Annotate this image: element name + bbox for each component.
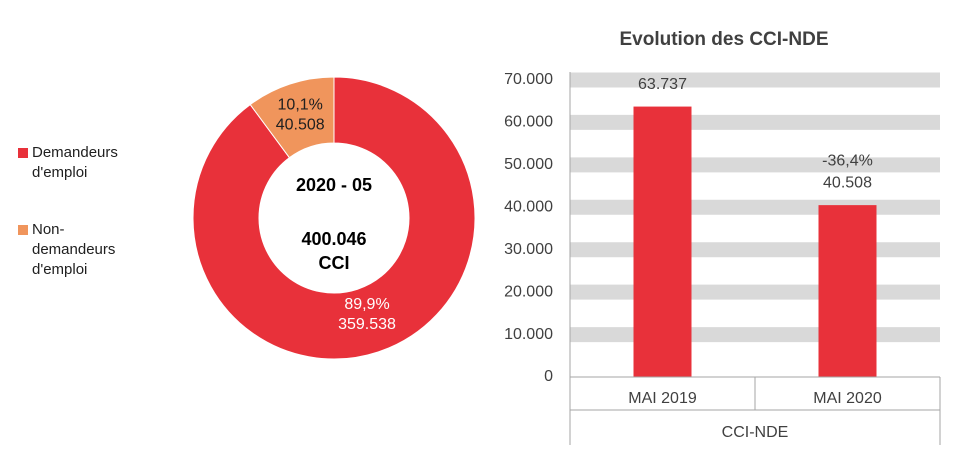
bar [818,205,877,377]
y-tick-label: 40.000 [504,199,553,216]
chart-title: Evolution des CCI-NDE [619,29,828,50]
legend-item: Non-demandeurs d'emploi [18,220,128,280]
y-tick-label: 0 [544,368,553,385]
percent-label: 89,9% [344,296,389,313]
legend-swatch [18,225,28,235]
y-tick-label: 50.000 [504,156,553,173]
x-tick-label: MAI 2020 [813,390,882,407]
center-unit: CCI [319,253,350,273]
value-label: 63.737 [638,76,687,93]
change-label: -36,4% [822,152,873,169]
bar [633,106,692,378]
donut-slice [249,76,335,159]
y-tick-label: 30.000 [504,241,553,258]
x-group-label: CCI-NDE [722,424,789,441]
value-label: 40.508 [276,117,325,134]
legend-label: Demandeurs d'emploi [32,144,118,181]
y-tick-label: 60.000 [504,114,553,131]
y-tick-label: 70.000 [504,71,553,88]
donut-slice [192,76,476,360]
value-label: 40.508 [823,174,872,191]
center-title: 2020 - 05 [296,175,372,195]
value-label: 359.538 [338,316,396,333]
center-total: 400.046 [301,229,366,249]
x-tick-label: MAI 2019 [628,390,697,407]
y-tick-label: 10.000 [504,326,553,343]
legend-item: Demandeurs d'emploi [18,143,128,183]
percent-label: 10,1% [278,97,323,114]
y-tick-label: 20.000 [504,283,553,300]
legend-swatch [18,148,28,158]
legend-label: Non-demandeurs d'emploi [32,221,116,278]
